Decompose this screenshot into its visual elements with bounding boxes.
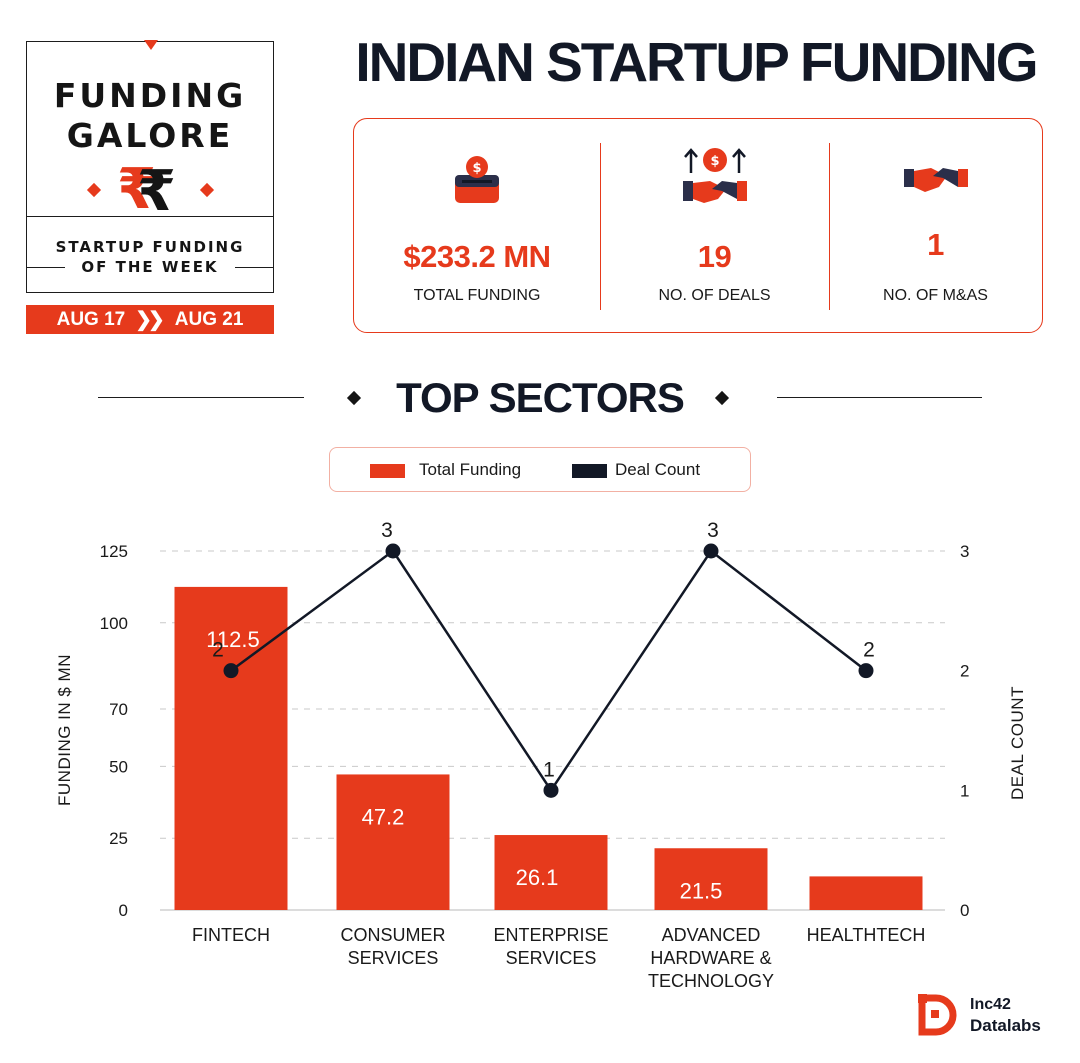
- funding-bar: [654, 848, 768, 910]
- legend-label-deals: Deal Count: [615, 460, 701, 479]
- diamond-left-icon: [86, 182, 102, 198]
- deal-count-data-label: 2: [212, 639, 224, 662]
- x-category-label: HARDWARE &: [650, 948, 771, 968]
- datalabs-logo: Inc42 Datalabs: [918, 994, 1068, 1044]
- chart-legend: Total Funding Deal Count: [329, 447, 751, 492]
- rupee-emblem: ₹ ₹: [27, 158, 273, 224]
- funding-bar: [809, 876, 923, 910]
- funding-galore-badge: FUNDING GALORE ₹ ₹ STARTUP FUNDING OF TH…: [26, 40, 274, 293]
- y-tick-label: 125: [100, 542, 128, 561]
- badge-subtitle-line2: OF THE WEEK: [81, 258, 219, 276]
- deal-count-point: [858, 663, 874, 679]
- funding-data-label: 26.1: [516, 865, 559, 890]
- deal-count-data-label: 1: [543, 758, 555, 781]
- deal-count-line: [230, 549, 867, 793]
- deal-count-point: [703, 543, 719, 559]
- legend-swatch-funding: [370, 464, 405, 478]
- stat-value: 19: [697, 239, 732, 274]
- legend-label-funding: Total Funding: [419, 460, 522, 479]
- double-chevron-icon: ❯❯: [135, 309, 164, 331]
- deal-count-data-label: 3: [381, 519, 393, 542]
- x-category-label: ENTERPRISE: [493, 925, 608, 945]
- badge-title-line1: FUNDING: [53, 76, 247, 115]
- funding-bar: [494, 835, 608, 910]
- money-box-icon: $: [455, 156, 499, 203]
- deal-count-data-label: 2: [863, 639, 875, 662]
- funding-data-label: 112.5: [206, 627, 259, 652]
- y2-tick-label: 1: [960, 781, 969, 800]
- stat-divider: [600, 143, 601, 310]
- stat-deals: $ 19 NO. OF DEALS: [600, 119, 829, 332]
- deal-count-point: [385, 543, 401, 559]
- x-category-label: TECHNOLOGY: [648, 971, 774, 991]
- logo-sub: Datalabs: [970, 1016, 1041, 1035]
- deal-handshake-icon: $: [682, 148, 747, 203]
- stat-value: 1: [927, 227, 944, 262]
- x-category-label: ADVANCED: [662, 925, 761, 945]
- x-category-label: HEALTHTECH: [807, 925, 926, 945]
- section-rule-left: [98, 397, 304, 398]
- badge-title-line2: GALORE: [66, 116, 234, 155]
- diamond-right-icon: [199, 182, 215, 198]
- date-end: AUG 21: [174, 308, 244, 330]
- section-rule-right: [777, 397, 982, 398]
- y2-axis-title: DEAL COUNT: [1008, 686, 1027, 800]
- badge-rule-left: [27, 267, 65, 268]
- funding-bar: [174, 586, 288, 910]
- sector-funding-chart: 0 25 50 70 100 125 0 1 2 3 FUNDING IN $ MN DEAL COU…: [55, 519, 1027, 991]
- y-tick-label: 70: [109, 700, 128, 719]
- stat-mergers: 1 NO. OF M&AS: [829, 119, 1042, 332]
- funding-data-label: 47.2: [362, 804, 405, 829]
- x-category-label: SERVICES: [348, 948, 439, 968]
- stat-divider: [829, 143, 830, 310]
- stats-card: $ $233.2 MN TOTAL FUNDING $ 19 NO. OF DE…: [353, 118, 1043, 333]
- y-tick-label: 0: [119, 901, 128, 920]
- badge-notch-marker: [144, 40, 158, 50]
- y2-tick-label: 3: [960, 542, 969, 561]
- logo-brand: Inc42: [970, 996, 1011, 1013]
- deal-count-point: [223, 663, 239, 679]
- section-title: TOP SECTORS: [396, 374, 685, 421]
- stat-label: NO. OF M&AS: [883, 287, 988, 304]
- deal-count-data-label: 3: [707, 519, 719, 542]
- legend-swatch-deals: [572, 464, 607, 478]
- inc42-logo-icon: [918, 994, 957, 1036]
- stat-value: $233.2 MN: [403, 239, 551, 274]
- diamond-icon: [714, 390, 730, 406]
- badge-subtitle-line1: STARTUP FUNDING: [55, 238, 245, 256]
- handshake-icon: [903, 168, 968, 192]
- x-category-label: SERVICES: [506, 948, 597, 968]
- y-tick-label: 100: [100, 614, 128, 633]
- y-tick-label: 50: [109, 757, 128, 776]
- date-range-bar: AUG 17 ❯❯ AUG 21: [26, 305, 274, 334]
- y2-tick-label: 0: [960, 901, 969, 920]
- y2-tick-label: 2: [960, 662, 969, 681]
- stat-label: TOTAL FUNDING: [413, 287, 541, 304]
- deal-count-point: [543, 782, 559, 798]
- date-start: AUG 17: [56, 308, 126, 330]
- svg-text:$: $: [710, 154, 719, 169]
- y-axis-title: FUNDING IN $ MN: [55, 654, 74, 806]
- svg-text:$: $: [472, 161, 481, 176]
- badge-rule-right: [235, 267, 273, 268]
- y-tick-label: 25: [109, 829, 128, 848]
- funding-data-label: 21.5: [680, 878, 723, 903]
- stat-label: NO. OF DEALS: [658, 287, 771, 304]
- x-category-label: FINTECH: [192, 925, 270, 945]
- funding-bar: [336, 774, 450, 910]
- badge-divider: [27, 216, 273, 217]
- x-category-label: CONSUMER: [340, 925, 445, 945]
- page-title: INDIAN STARTUP FUNDING: [355, 31, 1038, 93]
- funding-data-label: 11.7: [835, 906, 876, 931]
- stat-total-funding: $ $233.2 MN TOTAL FUNDING: [354, 119, 600, 332]
- diamond-icon: [346, 390, 362, 406]
